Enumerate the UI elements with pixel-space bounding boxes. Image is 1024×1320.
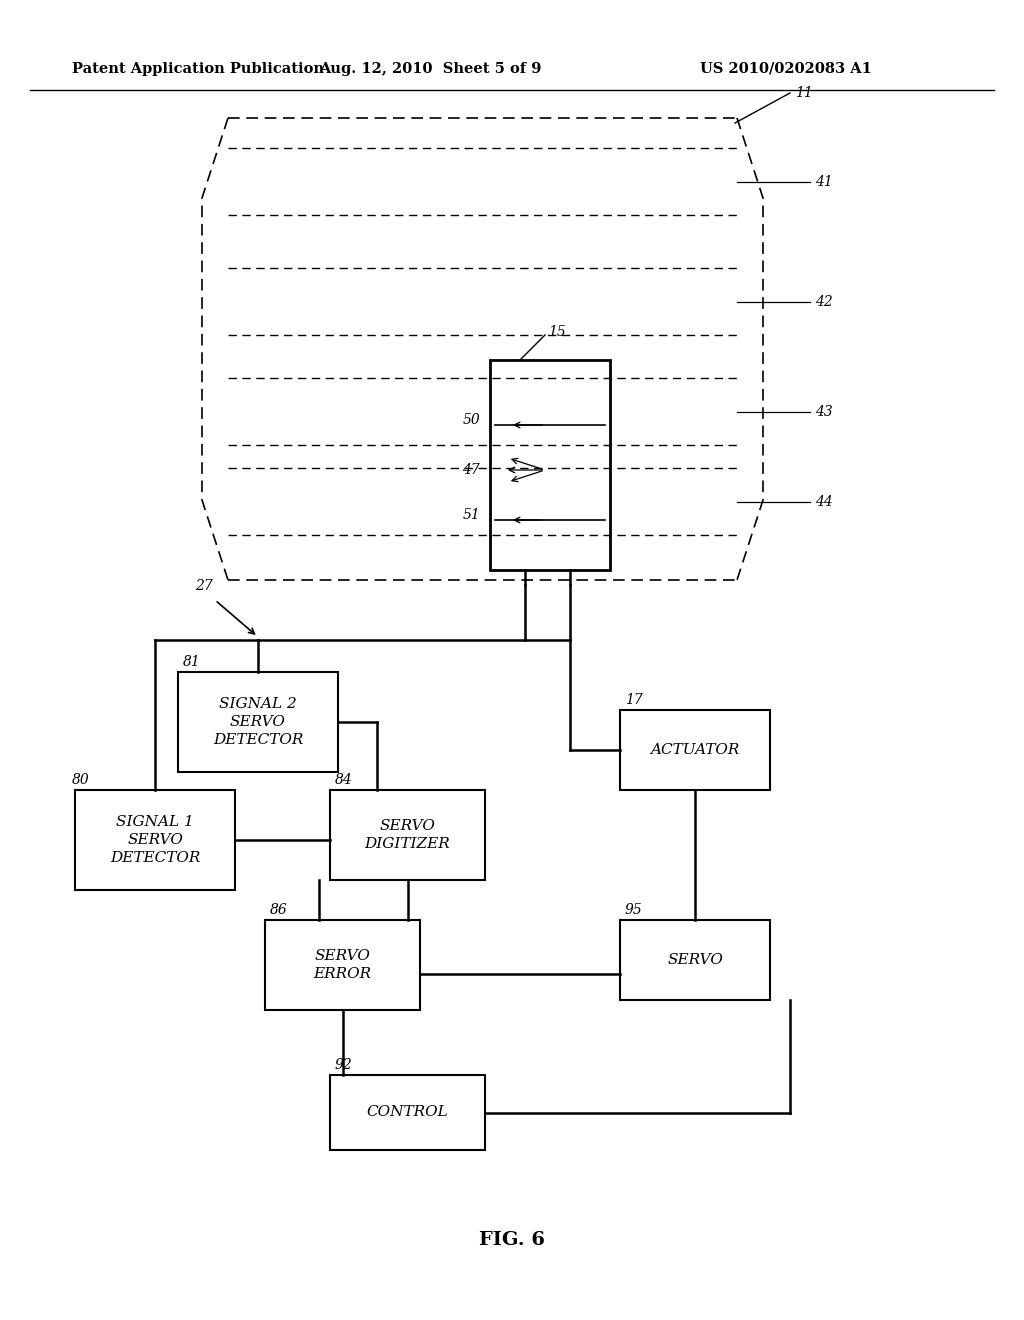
Text: 43: 43 [815,404,833,418]
Text: 42: 42 [815,294,833,309]
Text: 44: 44 [815,495,833,508]
Text: 84: 84 [335,774,352,787]
Text: 95: 95 [625,903,643,917]
Bar [178,672,338,772]
Text: 41: 41 [815,174,833,189]
Text: 15: 15 [548,325,565,339]
Bar [620,710,770,789]
Text: SIGNAL 2
SERVO
DETECTOR: SIGNAL 2 SERVO DETECTOR [213,697,303,747]
Bar [330,1074,485,1150]
Text: 50: 50 [462,413,480,426]
Text: SERVO
DIGITIZER: SERVO DIGITIZER [365,818,451,851]
Text: 17: 17 [625,693,643,708]
Bar [490,360,610,570]
Text: US 2010/0202083 A1: US 2010/0202083 A1 [700,62,871,77]
Text: 51: 51 [462,508,480,521]
Bar [330,789,485,880]
Bar [265,920,420,1010]
Text: 92: 92 [335,1059,352,1072]
Text: 81: 81 [183,655,201,669]
Text: Patent Application Publication: Patent Application Publication [72,62,324,77]
Text: 86: 86 [270,903,288,917]
Text: 80: 80 [72,774,90,787]
Text: Aug. 12, 2010  Sheet 5 of 9: Aug. 12, 2010 Sheet 5 of 9 [318,62,542,77]
Text: 47: 47 [462,463,480,477]
Text: 27: 27 [195,579,213,593]
Text: ACTUATOR: ACTUATOR [650,743,739,756]
Text: SERVO
ERROR: SERVO ERROR [313,949,372,981]
Text: CONTROL: CONTROL [367,1106,449,1119]
Text: FIG. 6: FIG. 6 [479,1232,545,1249]
Bar [75,789,234,890]
Text: SERVO: SERVO [667,953,723,968]
Text: SIGNAL 1
SERVO
DETECTOR: SIGNAL 1 SERVO DETECTOR [110,814,200,866]
Bar [620,920,770,1001]
Text: 11: 11 [795,86,813,100]
